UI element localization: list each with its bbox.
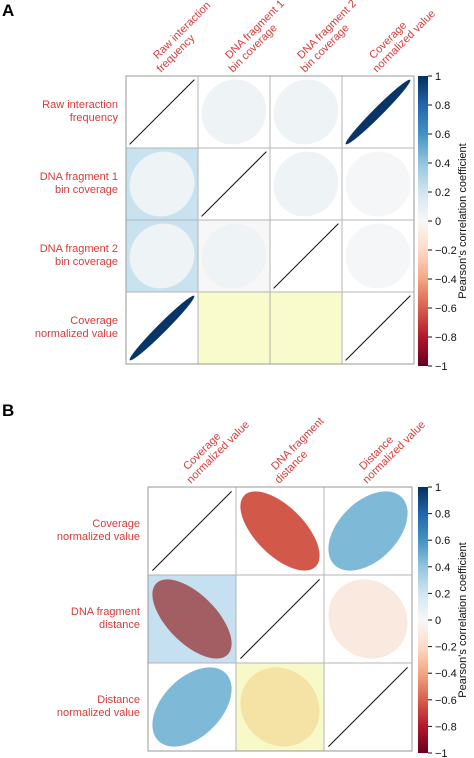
colorbar-tick-label-2: 0.6 — [435, 535, 450, 547]
colorbar-tick-label-10: −1 — [435, 748, 448, 758]
row-label-1-line-0: DNA fragment 1 — [40, 171, 118, 183]
colorbar-tick-label-4: 0.2 — [435, 588, 450, 600]
upper-ellipse-r0-c1 — [201, 79, 267, 145]
row-label-1-line-0: DNA fragment — [71, 606, 140, 618]
col-label-1: DNA fragment 1bin coverage — [218, 0, 295, 75]
colorbar-tick-label-5: 0 — [435, 216, 441, 228]
row-label-0-line-0: Raw interaction — [42, 99, 118, 111]
row-label-1-line-1: bin coverage — [55, 184, 118, 196]
lower-ellipse-r1-c0 — [129, 151, 195, 217]
colorbar-tick-label-6: −0.2 — [435, 642, 457, 654]
col-label-2: Distancenormalized value — [352, 410, 428, 486]
colorbar-tick-label-9: −0.8 — [435, 721, 457, 733]
lower-ellipse-r2-c1 — [240, 667, 320, 747]
colorbar-tick-label-6: −0.2 — [435, 245, 457, 257]
colorbar-tick-label-7: −0.4 — [435, 668, 457, 680]
diagonal-line-0 — [129, 79, 195, 145]
matrix-border — [147, 486, 413, 752]
row-label-2: DNA fragment 2 bin coverage — [40, 243, 118, 268]
colorbar-tick-label-0: 1 — [435, 71, 441, 83]
upper-ellipse-r1-c2 — [273, 151, 339, 217]
diagonal-line-2 — [273, 223, 339, 289]
colorbar-tick-label-9: −0.8 — [435, 332, 457, 344]
row-label-2-line-1: bin coverage — [55, 256, 118, 268]
diagonal-line-1 — [240, 579, 320, 659]
upper-ellipse-r0-c3 — [345, 79, 411, 145]
col-label-2: DNA fragment 2bin coverage — [290, 0, 367, 75]
upper-ellipse-r0-c1 — [240, 491, 320, 571]
diagonal-line-2 — [328, 667, 408, 747]
col-label-3: Coveragenormalized value — [362, 0, 438, 75]
col-label-1: DNA fragmentdistance — [264, 415, 335, 486]
lower-ellipse-r2-c1 — [201, 223, 267, 289]
diagonal-line-1 — [201, 151, 267, 217]
lower-ellipse-r1-c0 — [152, 579, 232, 659]
col-label-0: Raw interactionfrequency — [146, 0, 222, 75]
row-label-0: Coverage normalized value — [57, 518, 140, 543]
row-label-2-line-1: normalized value — [57, 707, 140, 719]
colorbar-tick-label-3: 0.4 — [435, 562, 450, 574]
diagonal-line-0 — [152, 491, 232, 571]
colorbar-tick-label-7: −0.4 — [435, 274, 457, 286]
panel-letter-b: B — [2, 401, 14, 420]
row-label-2: Distance normalized value — [57, 694, 140, 719]
row-label-0: Raw interaction frequency — [42, 99, 118, 124]
colorbar-tick-label-8: −0.6 — [435, 303, 457, 315]
diagonal-line-3 — [345, 295, 411, 361]
upper-ellipse-r2-c3 — [345, 223, 411, 289]
col-label-0: Coveragenormalized value — [176, 410, 252, 486]
row-label-2-line-0: Distance — [97, 694, 140, 706]
row-label-3-line-0: Coverage — [70, 315, 118, 327]
row-label-0-line-1: normalized value — [57, 531, 140, 543]
row-label-3: Coverage normalized value — [35, 315, 118, 340]
row-label-1: DNA fragment distance — [71, 606, 140, 631]
colorbar-title: Pearson's correlation coefficient — [457, 143, 469, 298]
row-label-0-line-1: frequency — [70, 112, 119, 124]
colorbar-tick-label-8: −0.6 — [435, 695, 457, 707]
colorbar — [418, 487, 428, 753]
colorbar-tick-label-1: 0.8 — [435, 100, 450, 112]
row-label-3-line-1: normalized value — [35, 328, 118, 340]
lower-ellipse-r2-c0 — [152, 667, 232, 747]
lower-ellipse-r2-c0 — [129, 223, 195, 289]
colorbar — [418, 76, 428, 366]
colorbar-tick-label-10: −1 — [435, 361, 448, 373]
row-label-2-line-0: DNA fragment 2 — [40, 243, 118, 255]
panel-letter-a: A — [2, 1, 14, 20]
colorbar-title: Pearson's correlation coefficient — [457, 542, 469, 697]
colorbar-tick-label-5: 0 — [435, 615, 441, 627]
colorbar-tick-label-4: 0.2 — [435, 187, 450, 199]
colorbar-tick-label-3: 0.4 — [435, 158, 450, 170]
upper-ellipse-r0-c2 — [273, 79, 339, 145]
colorbar-tick-label-1: 0.8 — [435, 509, 450, 521]
shaded-cell-r3-c2 — [270, 292, 342, 364]
upper-ellipse-r0-c2 — [328, 491, 408, 571]
colorbar-tick-label-0: 1 — [435, 482, 441, 494]
upper-ellipse-r1-c3 — [345, 151, 411, 217]
row-label-0-line-0: Coverage — [92, 518, 140, 530]
row-label-1-line-1: distance — [99, 619, 140, 631]
row-label-1: DNA fragment 1 bin coverage — [40, 171, 118, 196]
matrix-border — [125, 75, 415, 365]
shaded-cell-r3-c1 — [198, 292, 270, 364]
lower-ellipse-r3-c0 — [129, 295, 195, 361]
colorbar-tick-label-2: 0.6 — [435, 129, 450, 141]
upper-ellipse-r1-c2 — [328, 579, 408, 659]
